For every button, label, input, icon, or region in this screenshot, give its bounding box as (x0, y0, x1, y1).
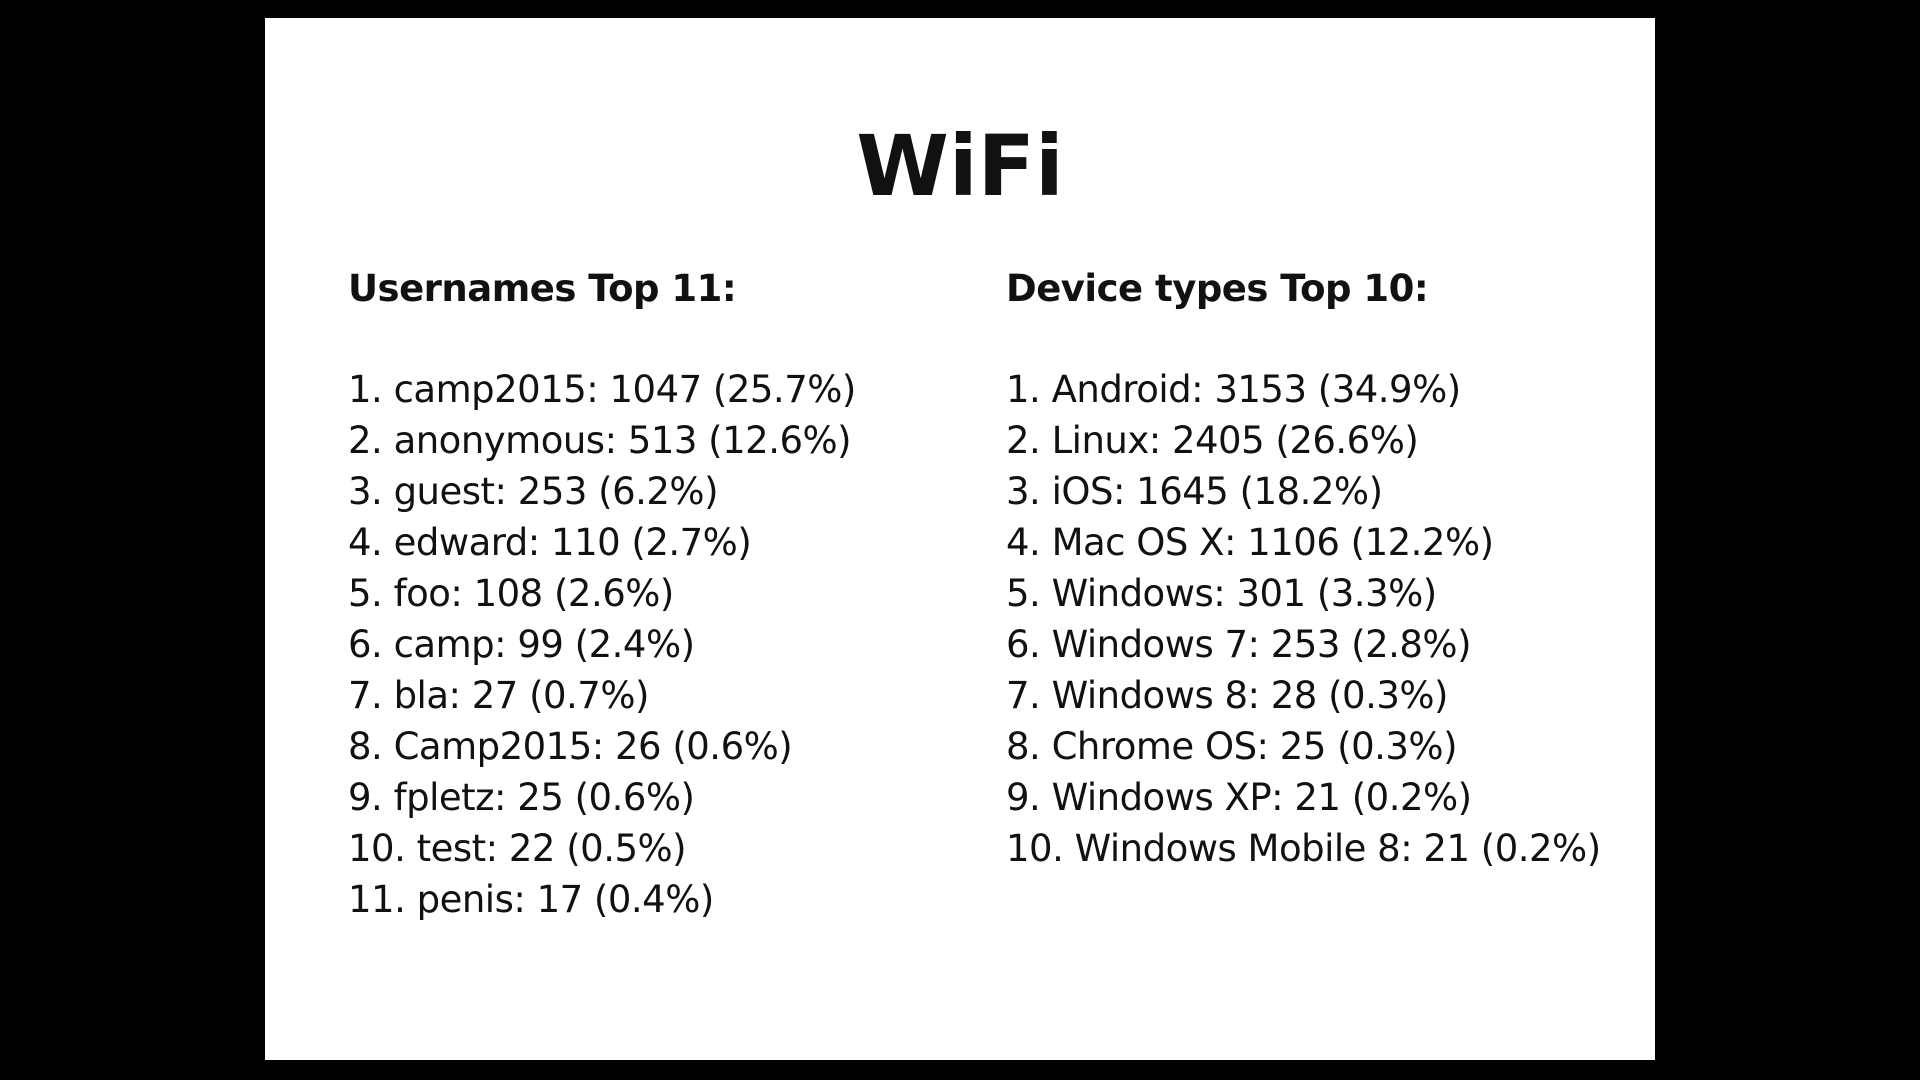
list-item: 4. edward: 110 (2.7%) (348, 517, 948, 568)
list-item: 5. Windows: 301 (3.3%) (1006, 568, 1646, 619)
devices-column: Device types Top 10: 1. Android: 3153 (3… (1006, 264, 1646, 874)
list-item: 7. bla: 27 (0.7%) (348, 670, 948, 721)
list-item: 11. penis: 17 (0.4%) (348, 874, 948, 925)
list-item: 10. test: 22 (0.5%) (348, 823, 948, 874)
list-item: 4. Mac OS X: 1106 (12.2%) (1006, 517, 1646, 568)
usernames-heading: Usernames Top 11: (348, 264, 948, 314)
list-item: 9. Windows XP: 21 (0.2%) (1006, 772, 1646, 823)
list-item: 2. Linux: 2405 (26.6%) (1006, 415, 1646, 466)
slide-title: WiFi (265, 116, 1655, 216)
list-item: 9. fpletz: 25 (0.6%) (348, 772, 948, 823)
devices-heading: Device types Top 10: (1006, 264, 1646, 314)
list-item: 3. guest: 253 (6.2%) (348, 466, 948, 517)
list-item: 3. iOS: 1645 (18.2%) (1006, 466, 1646, 517)
usernames-list: 1. camp2015: 1047 (25.7%) 2. anonymous: … (348, 364, 948, 925)
list-item: 8. Chrome OS: 25 (0.3%) (1006, 721, 1646, 772)
list-item: 1. Android: 3153 (34.9%) (1006, 364, 1646, 415)
list-item: 2. anonymous: 513 (12.6%) (348, 415, 948, 466)
usernames-column: Usernames Top 11: 1. camp2015: 1047 (25.… (348, 264, 948, 925)
list-item: 7. Windows 8: 28 (0.3%) (1006, 670, 1646, 721)
list-item: 1. camp2015: 1047 (25.7%) (348, 364, 948, 415)
slide: WiFi Usernames Top 11: 1. camp2015: 1047… (265, 18, 1655, 1060)
list-item: 8. Camp2015: 26 (0.6%) (348, 721, 948, 772)
list-item: 6. camp: 99 (2.4%) (348, 619, 948, 670)
devices-list: 1. Android: 3153 (34.9%) 2. Linux: 2405 … (1006, 364, 1646, 874)
list-item: 5. foo: 108 (2.6%) (348, 568, 948, 619)
list-item: 10. Windows Mobile 8: 21 (0.2%) (1006, 823, 1646, 874)
list-item: 6. Windows 7: 253 (2.8%) (1006, 619, 1646, 670)
